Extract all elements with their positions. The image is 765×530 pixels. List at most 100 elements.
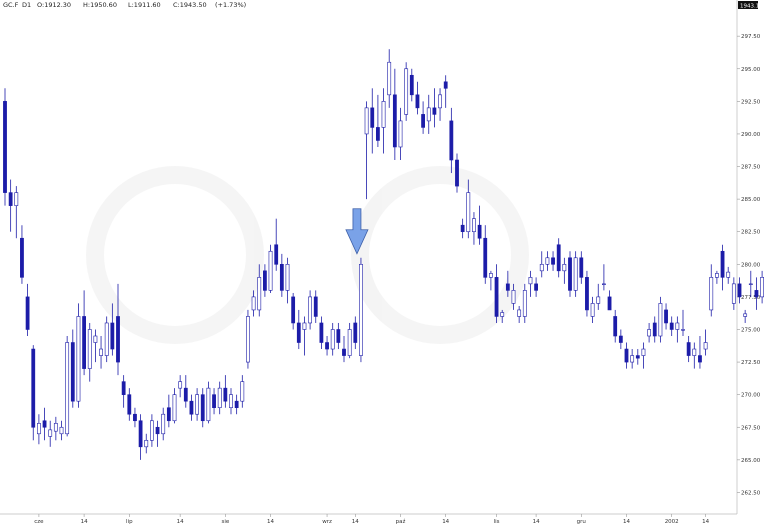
candle	[370, 88, 375, 154]
candle-body-bear	[31, 348, 36, 428]
candle	[522, 283, 527, 323]
candle	[562, 257, 567, 284]
candle-body-bull	[438, 94, 442, 109]
candle	[426, 94, 431, 134]
candle	[409, 68, 414, 102]
candle	[330, 322, 335, 356]
candle	[466, 179, 471, 239]
candle-body-bull	[36, 423, 41, 435]
x-tick-label: 14	[533, 519, 540, 525]
candle-body-bear	[353, 322, 358, 343]
candle	[262, 264, 267, 297]
y-tick-label: 292.50	[741, 99, 761, 105]
candle-body-bull	[59, 426, 64, 435]
candle	[494, 264, 499, 323]
x-tick-label: 14	[177, 519, 184, 525]
candle-body-bull	[195, 394, 200, 415]
candle	[731, 277, 736, 310]
candle	[477, 205, 482, 245]
candle	[127, 388, 132, 421]
y-tick-label: 287.50	[741, 165, 761, 171]
candle	[387, 49, 392, 108]
candle	[53, 416, 58, 441]
candle-body-bull	[93, 335, 98, 343]
candle	[624, 342, 629, 369]
candle	[59, 420, 64, 441]
y-tick-label: 267.50	[741, 425, 761, 431]
y-tick-label: 265.00	[741, 458, 761, 464]
x-tick-label: cze	[34, 519, 44, 525]
candle-body-bull	[285, 264, 290, 291]
candle	[703, 329, 708, 356]
candle-body-bull	[240, 381, 245, 402]
candle	[342, 336, 346, 363]
x-tick-label: 14	[81, 519, 88, 525]
price-tag-label: 1943.10	[740, 3, 763, 9]
candle-body-bear	[432, 107, 437, 115]
x-tick-label: sie	[221, 519, 229, 525]
candle	[31, 345, 36, 441]
candle-body-bull	[545, 257, 550, 265]
candle-body-bull	[500, 312, 505, 317]
candle-body-bull	[14, 192, 19, 206]
candle-body-bear	[274, 244, 279, 265]
candle	[415, 81, 420, 115]
x-tick-label: 14	[623, 519, 630, 525]
candle-body-bear	[200, 394, 205, 422]
x-tick-label: gru	[577, 519, 586, 525]
candle-body-bull	[726, 271, 731, 278]
candle	[613, 309, 618, 343]
candle-body-bear	[477, 224, 482, 239]
candle	[99, 336, 103, 369]
candle-body-bear	[25, 296, 30, 330]
watermark-logo	[86, 166, 529, 344]
candle-body-bear	[392, 94, 397, 148]
candle-body-bull	[150, 420, 154, 441]
open-value: O:1912.30	[37, 1, 71, 9]
candle-body-bear	[686, 342, 691, 356]
candle	[726, 266, 731, 284]
candle	[353, 316, 358, 350]
candle	[534, 277, 539, 297]
candle-body-bull	[178, 381, 183, 389]
candle	[714, 270, 719, 284]
candle	[319, 316, 324, 350]
candle-body-bear	[189, 400, 194, 415]
candle-body-bull	[630, 355, 635, 363]
y-tick-label: 282.50	[741, 230, 761, 236]
candle	[246, 309, 250, 369]
y-tick-label: 275.00	[741, 327, 761, 333]
candle-body-bear	[669, 322, 674, 330]
candle	[42, 407, 47, 441]
candle	[251, 290, 256, 317]
candle	[483, 225, 488, 284]
candle-body-bear	[342, 348, 346, 356]
candle-body-bear	[291, 296, 296, 324]
candle-body-bear	[455, 159, 459, 187]
candle	[737, 277, 742, 304]
timeframe-label: D1	[22, 1, 31, 9]
candle	[183, 375, 188, 408]
candle-body-bull	[330, 329, 335, 350]
x-tick-label: 14	[352, 519, 359, 525]
candle-body-bear	[8, 192, 13, 206]
candle	[421, 101, 426, 134]
candle	[70, 329, 75, 408]
candle	[87, 322, 92, 382]
candle-body-bull	[647, 329, 652, 337]
candle-body-bull	[466, 192, 471, 233]
candle-body-bear	[415, 94, 420, 109]
candle	[607, 290, 612, 311]
x-tick-label: wrz	[322, 519, 332, 525]
candle-body-bear	[624, 348, 629, 363]
candle	[166, 394, 171, 428]
candle-body-bull	[731, 283, 736, 304]
candle	[375, 94, 380, 147]
candle-body-bull	[596, 296, 601, 304]
annotations-group	[345, 208, 369, 255]
chart-header: GC.F D1 O:1912.30 H:1950.60 L:1911.60 C:…	[3, 1, 246, 9]
candle-body-bear	[483, 237, 488, 278]
candle-body-bear	[449, 120, 454, 161]
candle	[212, 388, 216, 415]
